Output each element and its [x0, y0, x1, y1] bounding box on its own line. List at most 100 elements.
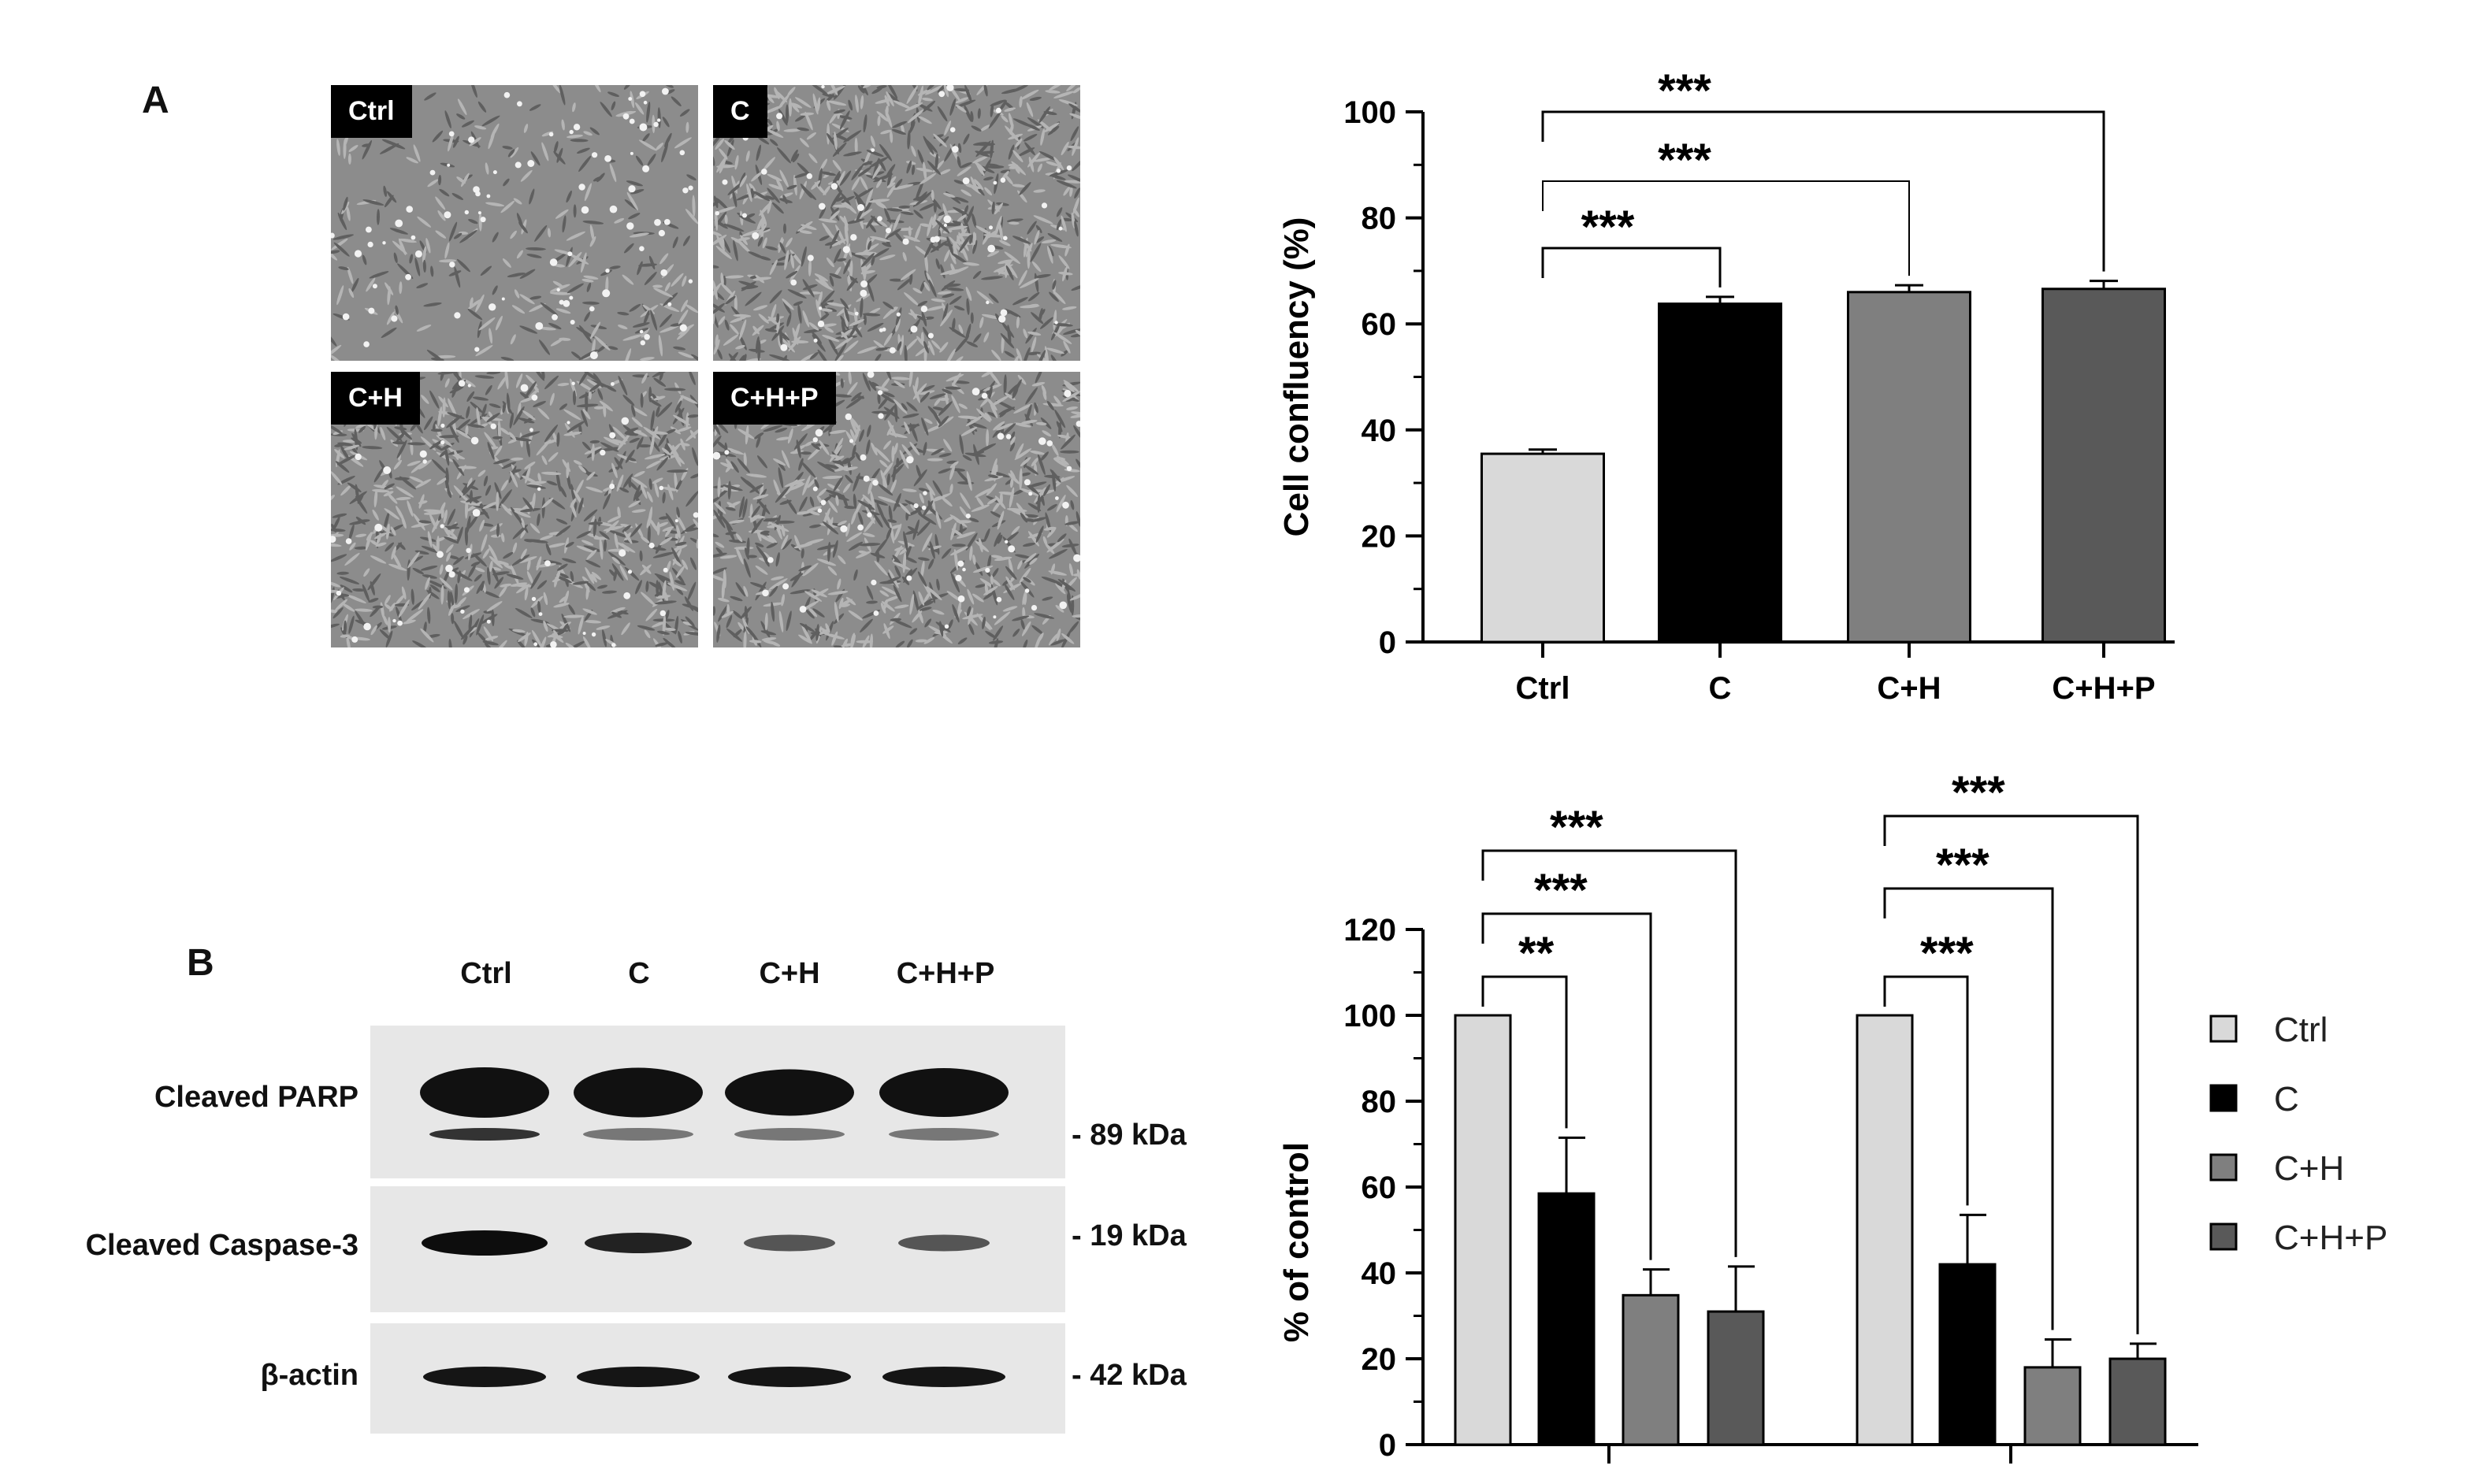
cell	[896, 458, 900, 468]
cell	[877, 392, 881, 405]
cell	[965, 287, 972, 302]
cell	[510, 506, 522, 523]
cell	[1056, 207, 1063, 217]
bright-cell	[896, 312, 901, 317]
cell	[957, 156, 961, 168]
cell	[922, 97, 933, 102]
cell	[719, 555, 737, 559]
cell	[427, 179, 439, 187]
cell	[1028, 291, 1040, 302]
cell	[882, 462, 893, 478]
cell	[820, 290, 835, 306]
cell	[1010, 477, 1014, 488]
cell	[916, 521, 931, 536]
bright-cell	[1024, 588, 1030, 593]
cell	[448, 604, 455, 616]
cell	[414, 550, 429, 555]
cell	[624, 566, 640, 581]
cell	[599, 400, 613, 412]
cell	[594, 336, 611, 351]
cell	[934, 398, 941, 406]
cell	[343, 139, 347, 159]
cell	[573, 204, 577, 218]
cell	[449, 424, 459, 443]
cell	[652, 284, 663, 288]
bright-cell	[943, 223, 948, 228]
bright-cell	[807, 254, 814, 262]
cell	[497, 376, 507, 390]
bright-cell	[871, 579, 877, 586]
cell	[413, 144, 421, 162]
cell	[950, 522, 957, 541]
cell	[483, 626, 493, 642]
cell	[994, 202, 1004, 215]
cell	[795, 114, 806, 122]
cell	[955, 197, 969, 203]
cell	[484, 642, 493, 647]
cell	[763, 602, 784, 607]
cell	[1009, 431, 1016, 441]
cell	[1053, 323, 1073, 327]
band-parp-upper	[574, 1067, 703, 1118]
bright-cell	[762, 589, 769, 597]
cell	[420, 628, 434, 643]
cell	[844, 202, 857, 214]
cell	[1074, 221, 1079, 237]
cell	[362, 143, 371, 147]
cell	[463, 609, 480, 620]
cell	[735, 345, 745, 350]
cell	[988, 110, 1001, 129]
bright-cell	[663, 567, 668, 573]
cell	[396, 496, 411, 501]
cell	[355, 533, 367, 538]
cell	[901, 443, 915, 460]
cell	[331, 543, 342, 547]
cell	[851, 510, 857, 525]
cell	[975, 540, 990, 552]
cell	[578, 465, 587, 473]
cell	[875, 347, 888, 351]
cell	[977, 108, 981, 119]
cell	[1047, 503, 1057, 511]
cell	[899, 334, 905, 356]
cell	[648, 478, 652, 490]
cell	[834, 109, 845, 114]
cell	[976, 291, 994, 304]
cell	[1056, 495, 1066, 513]
cell	[502, 258, 511, 268]
cell	[453, 232, 463, 239]
cell	[967, 606, 972, 617]
cell	[410, 423, 418, 432]
cell	[806, 506, 822, 512]
cell	[714, 502, 726, 514]
cell	[957, 235, 961, 246]
cell	[589, 321, 601, 339]
cell	[923, 600, 934, 607]
cell	[437, 477, 448, 485]
cell	[515, 584, 530, 594]
cell	[938, 401, 953, 417]
cell	[879, 143, 893, 161]
bright-cell	[609, 205, 618, 213]
cell	[960, 426, 978, 436]
cell	[467, 424, 485, 429]
cell	[859, 429, 864, 442]
cell	[475, 345, 493, 357]
cell	[384, 483, 395, 490]
bright-cell	[501, 297, 505, 301]
bright-cell	[342, 313, 350, 321]
cell	[656, 457, 669, 471]
cell	[534, 224, 548, 242]
cell	[1021, 420, 1038, 425]
cell	[347, 153, 351, 165]
bright-cell	[391, 315, 398, 322]
cell	[841, 328, 853, 338]
cell	[847, 275, 851, 285]
cell	[1035, 224, 1042, 233]
blot-beta-actin	[370, 1323, 1065, 1434]
cell	[935, 510, 942, 529]
cell	[1072, 197, 1079, 214]
cell	[1052, 470, 1057, 492]
cell	[1006, 507, 1027, 512]
